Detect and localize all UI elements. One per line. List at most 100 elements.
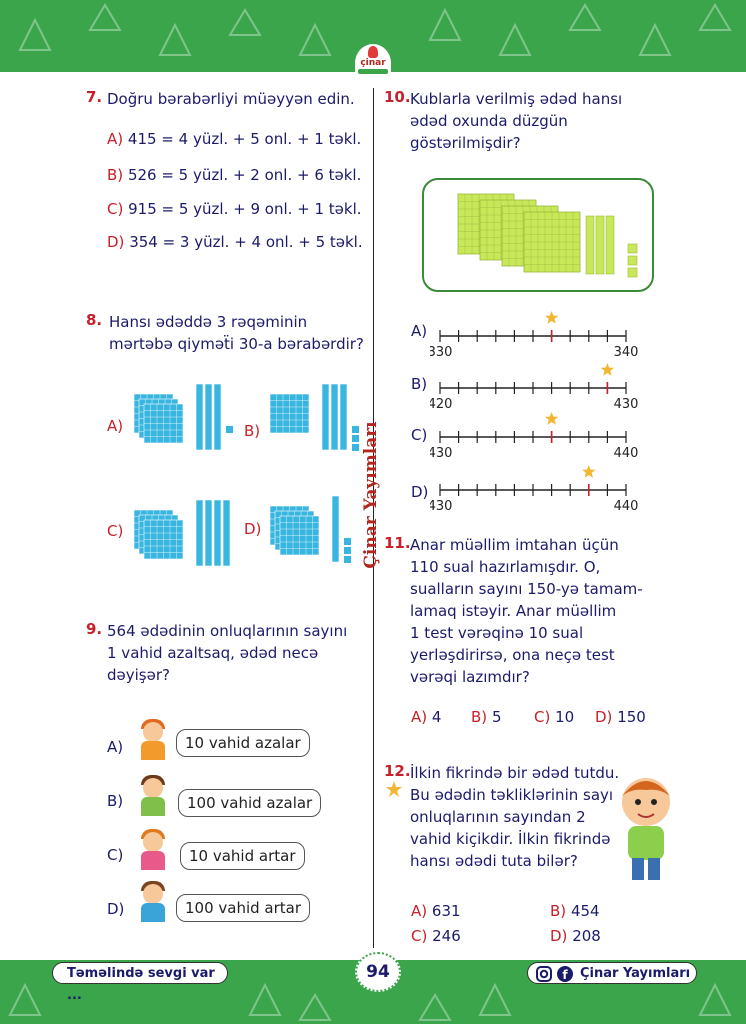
cinar-logo: çinar <box>355 44 391 82</box>
number-line-end-label: 440 <box>614 446 639 461</box>
thinking-boy-icon <box>622 778 670 880</box>
q12-number: 12. <box>384 762 411 780</box>
q9-option-b-letter[interactable]: B) <box>107 792 124 810</box>
ten-rod <box>213 383 222 451</box>
q12-option-a[interactable]: A) 631 <box>411 902 461 920</box>
ten-rod <box>204 499 213 567</box>
ten-rod <box>331 495 340 563</box>
ten-rod <box>330 383 339 451</box>
q7-option-d[interactable]: D) 354 = 3 yüzl. + 4 onl. + 5 təkl. <box>107 233 363 251</box>
q10-option-c-letter[interactable]: C) <box>411 426 428 444</box>
q10-option-d-letter[interactable]: D) <box>411 483 429 501</box>
q11-option-a[interactable]: A) 4 <box>411 708 442 726</box>
star-marker-icon <box>582 465 596 478</box>
one-cube <box>344 556 351 563</box>
q12-option-b[interactable]: B) 454 <box>550 902 600 920</box>
number-line-start-label: 330 <box>430 345 452 360</box>
logo-ribbon <box>358 69 388 74</box>
number-line-end-label: 340 <box>614 345 639 360</box>
q9-option-a[interactable]: 10 vahid azalar <box>176 729 310 757</box>
q8-option-b-blocks[interactable] <box>266 380 366 460</box>
child-avatar-icon <box>135 881 169 922</box>
q10-option-d-number-line[interactable]: 430 440 <box>430 464 644 516</box>
q12-line-3: onluqlarının sayından 2 <box>410 808 586 826</box>
q7-text: Doğru bərabərliyi müəyyən edin. <box>107 90 355 108</box>
q8-option-a-label[interactable]: A) <box>107 417 124 435</box>
q9-option-d-letter[interactable]: D) <box>107 900 125 918</box>
leaf-pattern-icon <box>18 3 732 56</box>
q8-option-b-label[interactable]: B) <box>244 422 261 440</box>
q8-option-d-label[interactable]: D) <box>244 520 262 538</box>
q12-line-2: Bu ədədin təkliklərinin sayı <box>410 786 614 804</box>
q12-line-4: vahid kiçikdir. İlkin fikrində <box>410 830 611 848</box>
one-cube <box>352 435 359 442</box>
ten-rod <box>595 215 605 275</box>
q8-option-a-blocks[interactable] <box>130 380 240 460</box>
q12-line-5: hansı ədədi tuta bilər? <box>410 852 578 870</box>
svg-text:f: f <box>562 968 568 982</box>
one-cube <box>226 426 233 433</box>
q10-line-3: göstərilmişdir? <box>410 134 521 152</box>
q8-option-d-blocks[interactable] <box>266 492 366 572</box>
q7-option-c[interactable]: C) 915 = 5 yüzl. + 9 onl. + 1 təkl. <box>107 200 362 218</box>
one-cube <box>627 243 638 254</box>
ten-rod <box>213 499 222 567</box>
q10-line-2: ədəd oxunda düzgün <box>410 112 568 130</box>
star-icon <box>386 781 402 797</box>
q10-option-b-number-line[interactable]: 420 430 <box>430 362 644 414</box>
q11-number: 11. <box>384 534 411 552</box>
q10-base-ten-blocks <box>457 193 638 278</box>
one-cube <box>627 255 638 266</box>
q12-option-c[interactable]: C) 246 <box>411 927 461 945</box>
child-avatar-icon <box>135 719 169 760</box>
q9-option-c[interactable]: 10 vahid artar <box>180 842 305 870</box>
q9-option-c-letter[interactable]: C) <box>107 846 124 864</box>
one-cube <box>352 426 359 433</box>
q9-option-a-letter[interactable]: A) <box>107 738 124 756</box>
q7-number: 7. <box>86 88 103 106</box>
q10-option-c-number-line[interactable]: 430 440 <box>430 411 644 463</box>
one-cube <box>627 267 638 278</box>
q12-line-1: İlkin fikrində bir ədəd tutdu. <box>410 764 620 782</box>
number-line-start-label: 430 <box>430 499 452 514</box>
ten-rod <box>605 215 615 275</box>
q7-option-b[interactable]: B) 526 = 5 yüzl. + 2 onl. + 6 təkl. <box>107 166 362 184</box>
q10-option-b-letter[interactable]: B) <box>411 375 428 393</box>
footer-publisher-text: Çinar Yayımları <box>580 966 691 981</box>
q11-option-c[interactable]: C) 10 <box>534 708 575 726</box>
child-avatar-icon <box>135 775 169 816</box>
q9-number: 9. <box>86 620 103 638</box>
q10-option-a-number-line[interactable]: 330 340 <box>430 310 644 362</box>
number-line-end-label: 430 <box>614 397 639 412</box>
number-line-end-label: 440 <box>614 499 639 514</box>
ten-rod <box>204 383 213 451</box>
number-line-start-label: 420 <box>430 397 452 412</box>
q7-option-a[interactable]: A) 415 = 4 yüzl. + 5 onl. + 1 təkl. <box>107 130 362 148</box>
one-cube <box>344 538 351 545</box>
flower-icon <box>368 46 378 58</box>
q11-line-2: 110 sual hazırlamışdır. O, <box>410 558 601 576</box>
q11-option-b[interactable]: B) 5 <box>471 708 502 726</box>
q10-line-1: Kublarla verilmiş ədəd hansı <box>410 90 623 108</box>
facebook-icon[interactable]: f <box>556 965 574 983</box>
ten-rod <box>321 383 330 451</box>
leaf-pattern-icon <box>8 982 732 1021</box>
q11-option-d[interactable]: D) 150 <box>595 708 646 726</box>
q9-option-b[interactable]: 100 vahid azalar <box>178 789 322 817</box>
one-cube <box>344 547 351 554</box>
q11-line-4: lamaq istəyir. Anar müəllim <box>410 602 617 620</box>
q9-line-2: 1 vahid azaltsaq, ədəd necə <box>107 644 319 662</box>
q11-line-6: yerləşdirirsə, ona neçə test <box>410 646 615 664</box>
q8-option-c-label[interactable]: C) <box>107 522 124 540</box>
ten-rod <box>585 215 595 275</box>
ten-rod <box>222 499 231 567</box>
q12-option-d[interactable]: D) 208 <box>550 927 601 945</box>
instagram-icon[interactable] <box>535 965 553 983</box>
q9-line-3: dəyişər? <box>107 666 170 684</box>
ten-rod <box>195 499 204 567</box>
q10-option-a-letter[interactable]: A) <box>411 322 428 340</box>
q8-option-c-blocks[interactable] <box>130 496 240 576</box>
q8-number: 8. <box>86 311 103 329</box>
q9-option-d[interactable]: 100 vahid artar <box>176 894 311 922</box>
logo-text: çinar <box>360 58 386 68</box>
